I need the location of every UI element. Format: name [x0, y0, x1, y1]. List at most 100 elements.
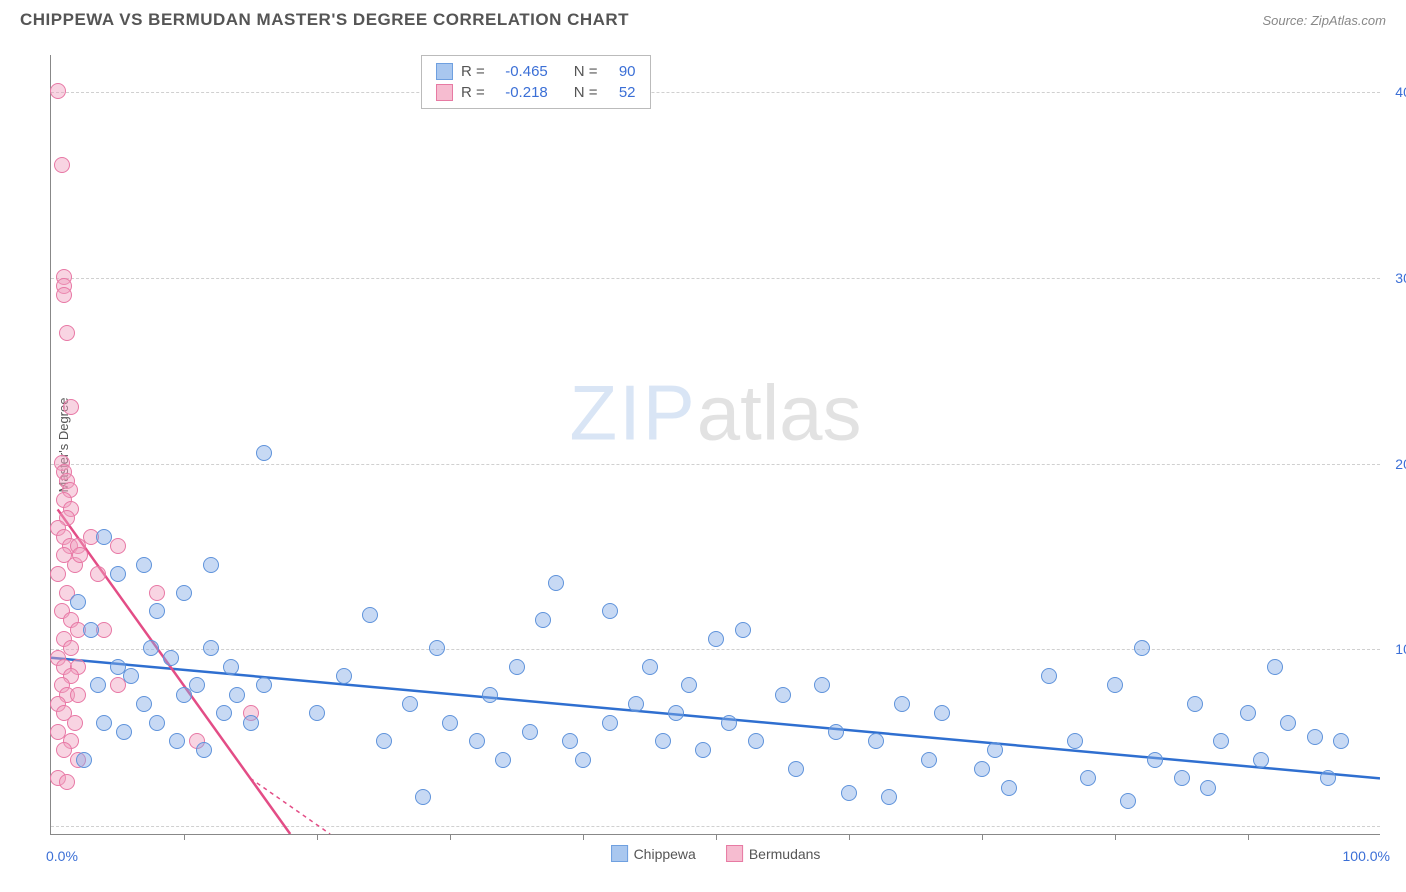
scatter-point-bermudans	[59, 774, 75, 790]
swatch-icon	[611, 845, 628, 862]
scatter-point-bermudans	[90, 566, 106, 582]
scatter-point-chippewa	[775, 687, 791, 703]
scatter-point-chippewa	[1253, 752, 1269, 768]
scatter-point-chippewa	[1041, 668, 1057, 684]
scatter-point-chippewa	[748, 733, 764, 749]
scatter-point-bermudans	[54, 157, 70, 173]
scatter-point-chippewa	[735, 622, 751, 638]
scatter-point-chippewa	[1080, 770, 1096, 786]
scatter-point-chippewa	[841, 785, 857, 801]
n-label: N =	[574, 63, 598, 80]
scatter-point-bermudans	[50, 83, 66, 99]
stats-legend-box: R = -0.465 N = 90 R = -0.218 N = 52	[421, 55, 651, 109]
scatter-point-chippewa	[256, 445, 272, 461]
scatter-point-chippewa	[1333, 733, 1349, 749]
scatter-point-chippewa	[1213, 733, 1229, 749]
n-value: 90	[606, 63, 636, 80]
legend-item: Bermudans	[726, 845, 821, 862]
scatter-point-bermudans	[63, 399, 79, 415]
scatter-point-bermudans	[110, 538, 126, 554]
scatter-point-chippewa	[376, 733, 392, 749]
scatter-point-chippewa	[110, 566, 126, 582]
scatter-point-chippewa	[256, 677, 272, 693]
gridline	[51, 278, 1380, 279]
scatter-point-chippewa	[203, 557, 219, 573]
scatter-point-chippewa	[628, 696, 644, 712]
scatter-point-chippewa	[548, 575, 564, 591]
scatter-point-chippewa	[415, 789, 431, 805]
scatter-point-chippewa	[509, 659, 525, 675]
scatter-point-chippewa	[535, 612, 551, 628]
scatter-point-bermudans	[149, 585, 165, 601]
scatter-point-chippewa	[1240, 705, 1256, 721]
y-tick-label: 40.0%	[1395, 84, 1406, 100]
x-tick	[982, 834, 983, 840]
scatter-point-chippewa	[96, 715, 112, 731]
scatter-point-chippewa	[243, 715, 259, 731]
gridline	[51, 826, 1380, 827]
scatter-point-chippewa	[123, 668, 139, 684]
chart-title: CHIPPEWA VS BERMUDAN MASTER'S DEGREE COR…	[20, 10, 629, 30]
swatch-icon	[436, 84, 453, 101]
legend: Chippewa Bermudans	[611, 845, 821, 862]
scatter-point-chippewa	[203, 640, 219, 656]
scatter-point-chippewa	[788, 761, 804, 777]
scatter-point-chippewa	[881, 789, 897, 805]
scatter-point-chippewa	[96, 529, 112, 545]
r-value: -0.465	[493, 63, 548, 80]
gridline	[51, 92, 1380, 93]
scatter-point-chippewa	[469, 733, 485, 749]
stats-row: R = -0.218 N = 52	[436, 82, 636, 103]
scatter-point-chippewa	[189, 677, 205, 693]
scatter-point-bermudans	[67, 715, 83, 731]
scatter-point-chippewa	[163, 650, 179, 666]
scatter-point-chippewa	[169, 733, 185, 749]
x-tick	[317, 834, 318, 840]
scatter-point-chippewa	[1187, 696, 1203, 712]
y-tick-label: 30.0%	[1395, 270, 1406, 286]
swatch-icon	[436, 63, 453, 80]
x-tick	[1248, 834, 1249, 840]
scatter-point-chippewa	[402, 696, 418, 712]
scatter-point-chippewa	[575, 752, 591, 768]
scatter-point-chippewa	[442, 715, 458, 731]
scatter-point-chippewa	[894, 696, 910, 712]
scatter-point-chippewa	[90, 677, 106, 693]
scatter-point-chippewa	[1174, 770, 1190, 786]
scatter-point-chippewa	[695, 742, 711, 758]
scatter-point-chippewa	[1120, 793, 1136, 809]
r-value: -0.218	[493, 84, 548, 101]
swatch-icon	[726, 845, 743, 862]
scatter-point-bermudans	[72, 547, 88, 563]
scatter-point-bermudans	[59, 325, 75, 341]
y-tick-label: 10.0%	[1395, 641, 1406, 657]
scatter-point-chippewa	[708, 631, 724, 647]
legend-label: Chippewa	[634, 846, 696, 862]
watermark: ZIPatlas	[569, 368, 861, 459]
scatter-point-chippewa	[495, 752, 511, 768]
scatter-point-chippewa	[216, 705, 232, 721]
stats-row: R = -0.465 N = 90	[436, 61, 636, 82]
scatter-point-chippewa	[681, 677, 697, 693]
scatter-point-chippewa	[136, 696, 152, 712]
scatter-point-chippewa	[974, 761, 990, 777]
x-tick	[450, 834, 451, 840]
scatter-point-bermudans	[50, 566, 66, 582]
scatter-point-chippewa	[116, 724, 132, 740]
scatter-point-chippewa	[83, 622, 99, 638]
scatter-point-chippewa	[987, 742, 1003, 758]
scatter-point-bermudans	[63, 640, 79, 656]
scatter-point-chippewa	[1067, 733, 1083, 749]
scatter-point-chippewa	[223, 659, 239, 675]
n-value: 52	[606, 84, 636, 101]
scatter-point-chippewa	[868, 733, 884, 749]
scatter-point-chippewa	[482, 687, 498, 703]
scatter-point-chippewa	[336, 668, 352, 684]
n-label: N =	[574, 84, 598, 101]
scatter-point-chippewa	[721, 715, 737, 731]
scatter-point-chippewa	[814, 677, 830, 693]
scatter-point-chippewa	[828, 724, 844, 740]
scatter-point-chippewa	[668, 705, 684, 721]
scatter-point-chippewa	[602, 603, 618, 619]
scatter-point-chippewa	[1107, 677, 1123, 693]
